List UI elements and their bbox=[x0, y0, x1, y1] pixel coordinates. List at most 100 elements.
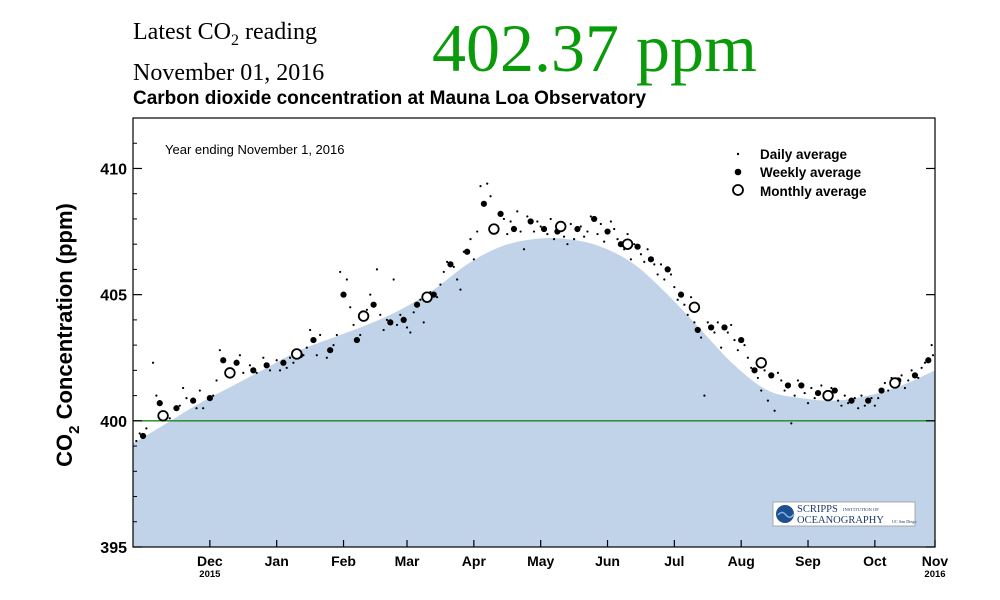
daily-point bbox=[810, 386, 813, 390]
daily-point bbox=[375, 268, 379, 271]
daily-point bbox=[873, 404, 876, 407]
daily-point bbox=[766, 399, 770, 402]
daily-point bbox=[843, 394, 846, 397]
weekly-point bbox=[604, 228, 611, 235]
daily-point bbox=[783, 389, 786, 392]
daily-point bbox=[720, 346, 723, 349]
latest-reading-value: 402.37 ppm bbox=[432, 10, 757, 86]
weekly-point bbox=[263, 362, 270, 369]
monthly-point bbox=[755, 357, 767, 369]
daily-point bbox=[616, 238, 619, 241]
daily-point bbox=[613, 227, 616, 231]
x-tick-label: Apr bbox=[462, 553, 487, 569]
weekly-point bbox=[480, 200, 487, 207]
y-tick-label: 400 bbox=[100, 414, 127, 431]
daily-point bbox=[900, 374, 903, 377]
daily-point bbox=[693, 321, 696, 324]
daily-point bbox=[706, 321, 709, 324]
y-tick-label: 395 bbox=[100, 540, 127, 557]
daily-point bbox=[405, 326, 409, 329]
weekly-point bbox=[848, 397, 855, 404]
weekly-point bbox=[400, 316, 407, 323]
x-tick-label: Feb bbox=[331, 553, 356, 569]
daily-point bbox=[332, 344, 335, 347]
daily-point bbox=[522, 248, 526, 251]
daily-point bbox=[419, 298, 422, 301]
daily-point bbox=[813, 397, 816, 400]
daily-point bbox=[382, 328, 385, 332]
trend-area bbox=[133, 238, 935, 547]
weekly-point bbox=[139, 432, 147, 440]
daily-point bbox=[319, 333, 322, 337]
daily-point bbox=[629, 258, 633, 261]
daily-point bbox=[202, 407, 205, 410]
daily-point bbox=[412, 311, 415, 314]
daily-point bbox=[643, 260, 646, 263]
weekly-point bbox=[677, 291, 685, 298]
daily-point bbox=[713, 331, 716, 334]
daily-point bbox=[733, 338, 736, 342]
logo-line1: SCRIPPS bbox=[797, 504, 838, 515]
daily-point bbox=[215, 379, 218, 382]
plot-frame bbox=[132, 117, 936, 548]
daily-point bbox=[365, 308, 369, 311]
latest-reading-label: Latest CO2 reading November 01, 2016 bbox=[133, 16, 324, 89]
x-tick-label: Oct bbox=[863, 553, 887, 569]
daily-point bbox=[385, 318, 389, 321]
x-tick-label: Mar bbox=[395, 553, 420, 569]
latest-prefix: Latest CO bbox=[133, 19, 231, 45]
daily-point bbox=[275, 359, 278, 362]
daily-point bbox=[476, 230, 479, 233]
x-tick-year-label: 2015 bbox=[199, 569, 221, 580]
daily-point bbox=[486, 182, 489, 185]
daily-point bbox=[756, 376, 759, 380]
daily-point bbox=[506, 232, 509, 236]
x-tick-label: May bbox=[527, 553, 554, 569]
daily-point bbox=[459, 288, 462, 291]
weekly-point bbox=[798, 382, 805, 389]
weekly-point bbox=[865, 397, 872, 404]
monthly-point bbox=[621, 238, 634, 250]
y-axis: 395 400 405 410 bbox=[100, 117, 935, 557]
daily-point bbox=[877, 397, 880, 400]
latest-suffix: reading bbox=[238, 19, 317, 45]
daily-point bbox=[857, 407, 860, 410]
daily-point bbox=[603, 240, 606, 243]
daily-point bbox=[820, 384, 823, 387]
daily-point bbox=[883, 381, 886, 385]
daily-point bbox=[452, 265, 455, 268]
daily-point bbox=[910, 369, 913, 372]
monthly-points-layer bbox=[157, 220, 901, 422]
daily-point bbox=[168, 417, 171, 420]
weekly-point bbox=[413, 301, 421, 308]
weekly-point bbox=[156, 400, 163, 407]
daily-point bbox=[573, 238, 576, 241]
daily-point bbox=[776, 371, 780, 374]
y-axis-label: CO2 Concentration (ppm) bbox=[52, 203, 83, 467]
weekly-point bbox=[310, 336, 317, 344]
weekly-point bbox=[694, 326, 701, 334]
weekly-point bbox=[250, 367, 257, 374]
daily-point bbox=[155, 394, 158, 397]
daily-point bbox=[699, 336, 703, 339]
legend-weekly-label: Weekly average bbox=[760, 165, 862, 180]
weekly-point bbox=[768, 372, 775, 379]
x-tick-label: Jul bbox=[664, 553, 684, 569]
weekly-point bbox=[353, 336, 360, 344]
weekly-point bbox=[831, 387, 838, 394]
daily-point bbox=[395, 323, 399, 327]
daily-point bbox=[726, 331, 729, 334]
daily-point bbox=[489, 195, 492, 198]
daily-point bbox=[335, 333, 338, 337]
daily-point bbox=[345, 278, 348, 281]
daily-point bbox=[352, 323, 355, 327]
daily-point bbox=[516, 210, 519, 213]
x-tick-label: Jan bbox=[265, 553, 289, 569]
x-tick-label: Jun bbox=[595, 553, 620, 569]
y-axis-label-main: CO bbox=[52, 434, 77, 467]
daily-point bbox=[532, 230, 536, 233]
weekly-point bbox=[708, 324, 715, 331]
daily-point bbox=[195, 407, 198, 410]
daily-point bbox=[773, 409, 776, 412]
